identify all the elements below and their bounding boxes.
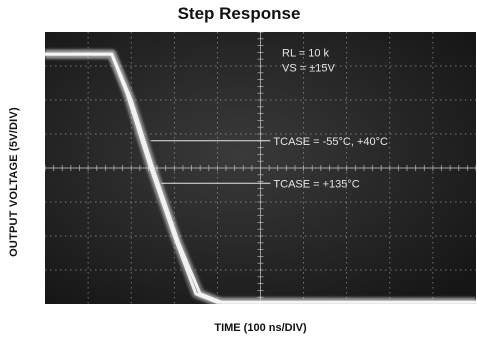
grid <box>45 32 476 304</box>
y-axis-label-box: OUTPUT VOLTAGE (5V/DIV) <box>4 62 24 302</box>
oscilloscope-screen: RL = 10 k VS = ±15V TCASE = -55°C, +40°C TC… <box>45 32 476 304</box>
annotation-label-4: TCASE = +135°C <box>273 178 359 190</box>
traces <box>45 49 476 304</box>
annotation-label-3: TCASE = -55°C, +40°C <box>273 136 388 148</box>
annotations: RL = 10 k VS = ±15V TCASE = -55°C, +40°C TC… <box>150 47 388 190</box>
trace-line-2 <box>45 52 476 304</box>
chart-plot: RL = 10 k VS = ±15V TCASE = -55°C, +40°C TC… <box>45 32 476 304</box>
chart-title: Step Response <box>177 4 301 23</box>
y-axis-label: OUTPUT VOLTAGE (5V/DIV) <box>8 107 20 257</box>
annotation-label-2: VS = ±15V <box>282 63 335 75</box>
x-axis-label: TIME (100 ns/DIV) <box>214 322 307 334</box>
annotation-label-1: RL = 10 k <box>282 47 329 59</box>
